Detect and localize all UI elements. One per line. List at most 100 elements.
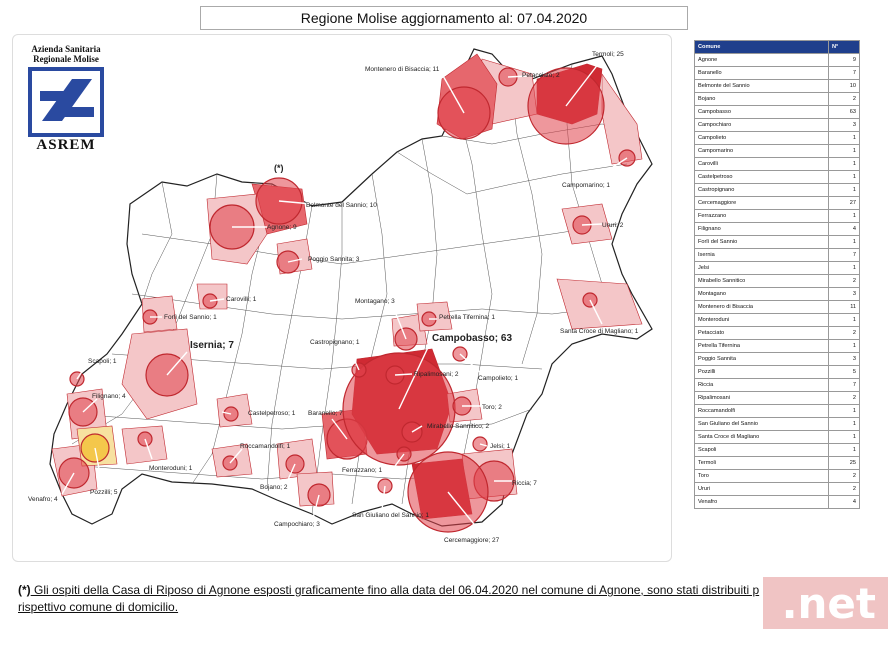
logo-acronym: ASREM <box>36 137 96 153</box>
table-row: Castropignano 1 <box>694 183 860 197</box>
header-comune: Comune <box>694 40 829 54</box>
label-venafro: Venafro; 4 <box>28 496 58 503</box>
cell-count: 3 <box>828 118 860 132</box>
cell-count: 2 <box>828 326 860 340</box>
region-outline <box>49 48 653 527</box>
page-title: Regione Molise aggiornamento al: 07.04.2… <box>200 6 688 30</box>
cell-comune: Monteroduni <box>694 313 829 327</box>
table-row: Carovilli 1 <box>694 157 860 171</box>
cell-comune: Venafro <box>694 495 829 509</box>
cell-count: 1 <box>828 313 860 327</box>
table-row: Ururi 2 <box>694 482 860 496</box>
table-header-row: Comune N° <box>694 40 860 54</box>
table-row: Riccia 7 <box>694 378 860 392</box>
label-castropignano: Castropignano; 1 <box>310 339 360 346</box>
label-jelsi: Jelsi; 1 <box>490 443 511 450</box>
table-row: Toro 2 <box>694 469 860 483</box>
cell-comune: Ururi <box>694 482 829 496</box>
asrem-logo: Azienda Sanitaria Regionale Molise ASREM <box>18 44 114 154</box>
cell-count: 1 <box>828 183 860 197</box>
table-row: Jelsi 1 <box>694 261 860 275</box>
cell-count: 2 <box>828 469 860 483</box>
table-row: Campochiaro 3 <box>694 118 860 132</box>
label-campolieto: Campolieto; 1 <box>478 375 518 382</box>
area-santacroce <box>556 278 643 330</box>
footnote-line-2: rispettivo comune di domicilio. <box>18 600 179 614</box>
cell-comune: Bojano <box>694 92 829 106</box>
cell-count: 7 <box>828 66 860 80</box>
label-santacroce: Santa Croce di Magliano; 1 <box>560 328 639 335</box>
label-belmonte: Belmonte del Sannio; 10 <box>306 202 377 209</box>
table-row: Agnone 9 <box>694 53 860 67</box>
cell-comune: Campochiaro <box>694 118 829 132</box>
table-row: Termoli 25 <box>694 456 860 470</box>
cell-comune: Petrella Tifernina <box>694 339 829 353</box>
table-row: Campobasso 63 <box>694 105 860 119</box>
label-montagano: Montagano; 3 <box>355 298 395 305</box>
label-agnone: Agnone; 9 <box>267 224 297 231</box>
label-campomarino: Campomarino; 1 <box>562 182 610 189</box>
cell-comune: Petacciato <box>694 326 829 340</box>
label-riccia: Riccia; 7 <box>512 480 537 487</box>
cell-comune: Ferrazzano <box>694 209 829 223</box>
cell-count: 2 <box>828 482 860 496</box>
cell-count: 25 <box>828 456 860 470</box>
logo-line-2: Regionale Molise <box>33 54 99 64</box>
cell-comune: Campomarino <box>694 144 829 158</box>
cell-count: 1 <box>828 404 860 418</box>
cell-comune: Agnone <box>694 53 829 67</box>
label-termoli: Termoli; 25 <box>592 51 624 58</box>
table-row: Cercemaggiore 27 <box>694 196 860 210</box>
table-row: Monteroduni 1 <box>694 313 860 327</box>
watermark-text: .net <box>781 579 876 628</box>
cell-comune: Carovilli <box>694 157 829 171</box>
label-baranello: Baranello; 7 <box>308 410 343 417</box>
cell-count: 4 <box>828 222 860 236</box>
label-toro: Toro; 2 <box>482 404 502 411</box>
table-row: Baranello 7 <box>694 66 860 80</box>
cell-comune: Castropignano <box>694 183 829 197</box>
cell-comune: Toro <box>694 469 829 483</box>
cell-count: 4 <box>828 495 860 509</box>
cell-count: 1 <box>828 261 860 275</box>
label-ripalimosani: Ripalimosani; 2 <box>414 371 459 378</box>
cell-count: 9 <box>828 53 860 67</box>
cell-comune: Montagano <box>694 287 829 301</box>
label-carovilli: Carovilli; 1 <box>226 296 257 303</box>
watermark: .net <box>763 577 888 629</box>
cell-count: 3 <box>828 287 860 301</box>
cell-count: 1 <box>828 209 860 223</box>
cell-comune: Baranello <box>694 66 829 80</box>
cell-comune: Cercemaggiore <box>694 196 829 210</box>
cell-comune: Mirabello Sannitico <box>694 274 829 288</box>
label-roccamandolfi: Roccamandolfi; 1 <box>240 443 291 450</box>
table-row: Santa Croce di Magliano 1 <box>694 430 860 444</box>
cell-count: 5 <box>828 365 860 379</box>
footnote-line-1: Gli ospiti della Casa di Riposo di Agnon… <box>30 583 760 597</box>
footnote: (*) Gli ospiti della Casa di Riposo di A… <box>18 582 888 616</box>
cell-comune: Riccia <box>694 378 829 392</box>
cell-count: 1 <box>828 417 860 431</box>
cell-comune: Scapoli <box>694 443 829 457</box>
cell-count: 7 <box>828 248 860 262</box>
table-row: Bojano 2 <box>694 92 860 106</box>
cell-comune: Jelsi <box>694 261 829 275</box>
table-row: Petrella Tifernina 1 <box>694 339 860 353</box>
asterisk-marker: (*) <box>274 163 284 173</box>
label-poggio: Poggio Sannita; 3 <box>308 256 360 263</box>
label-sangiuliano: San Giuliano del Sannio; 1 <box>352 512 429 519</box>
cell-count: 1 <box>828 430 860 444</box>
cell-comune: Ripalimosani <box>694 391 829 405</box>
table-row: Venafro 4 <box>694 495 860 509</box>
cases-table: Comune N° Agnone 9 Baranello 7 Belmonte del … <box>694 40 860 509</box>
cell-comune: Montenero di Bisaccia <box>694 300 829 314</box>
header-count: N° <box>828 40 860 54</box>
label-ururi: Ururi; 2 <box>602 222 624 229</box>
cell-count: 3 <box>828 352 860 366</box>
cell-comune: San Giuliano del Sannio <box>694 417 829 431</box>
table-row: Montenero di Bisaccia 11 <box>694 300 860 314</box>
cases-table-container: Comune N° Agnone 9 Baranello 7 Belmonte del … <box>694 40 860 509</box>
cell-count: 1 <box>828 170 860 184</box>
table-row: Pozzilli 5 <box>694 365 860 379</box>
table-row: Campolieto 1 <box>694 131 860 145</box>
